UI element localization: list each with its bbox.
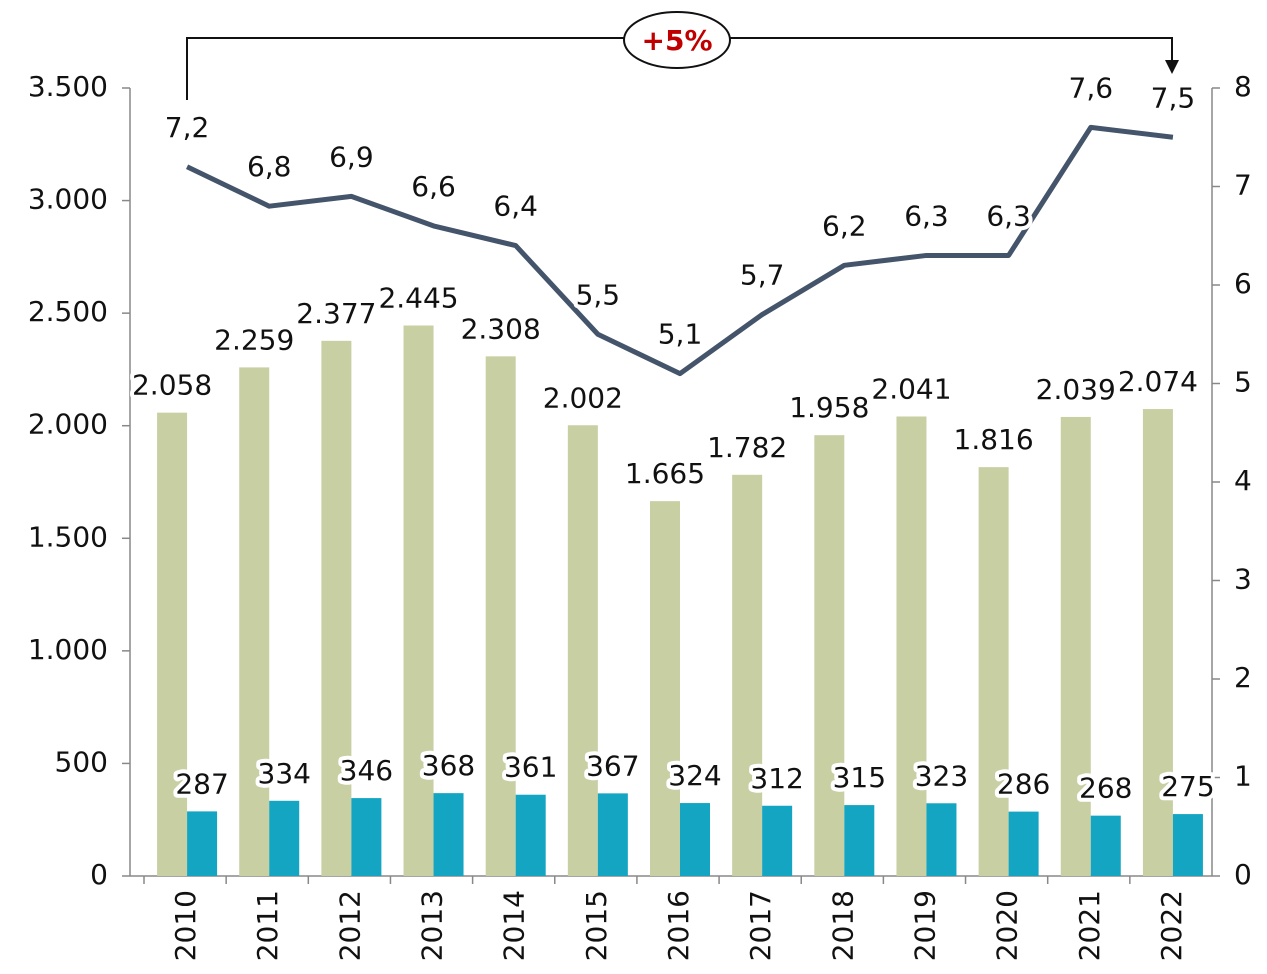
- bar: [157, 412, 188, 876]
- data-label: 361: [504, 751, 557, 784]
- data-label: 1.782: [707, 431, 787, 464]
- y2-tick-label: 7: [1234, 169, 1252, 202]
- y-tick-label: 2.500: [28, 295, 108, 328]
- bar: [732, 474, 763, 876]
- data-label: 2.259: [214, 323, 294, 356]
- data-label: 312: [750, 762, 803, 795]
- x-tick-label: 2013: [416, 890, 449, 961]
- data-label: 323: [915, 759, 968, 792]
- x-tick-label: 2010: [169, 890, 202, 961]
- bar: [515, 794, 546, 876]
- data-label: 2.041: [871, 372, 951, 405]
- bar: [762, 805, 793, 876]
- line-label: 6,3: [986, 199, 1031, 232]
- line-label: 5,5: [576, 278, 621, 311]
- data-label: 1.958: [789, 391, 869, 424]
- data-label: 1.816: [954, 423, 1034, 456]
- y2-tick-label: 2: [1234, 661, 1252, 694]
- data-label: 275: [1161, 770, 1214, 803]
- line-label: 7,2: [165, 111, 210, 144]
- y-tick-label: 2.000: [28, 408, 108, 441]
- data-label: 346: [340, 754, 393, 787]
- bar: [650, 501, 680, 876]
- bar: [597, 793, 628, 876]
- x-tick-label: 2020: [991, 890, 1024, 961]
- y-tick-label: 0: [90, 858, 108, 891]
- line-label: 6,6: [411, 170, 456, 203]
- data-label: 315: [833, 761, 886, 794]
- data-label: 334: [258, 757, 311, 790]
- data-label: 368: [422, 749, 475, 782]
- y2-tick-label: 3: [1234, 563, 1252, 596]
- x-tick-label: 2012: [333, 890, 366, 961]
- data-label: 2.445: [378, 282, 458, 315]
- bar: [978, 467, 1009, 876]
- x-tick-label: 2021: [1073, 890, 1106, 961]
- line-label: 6,8: [247, 150, 292, 183]
- bar: [567, 425, 598, 876]
- bar: [403, 325, 434, 876]
- x-tick-label: 2014: [498, 890, 531, 961]
- data-label: 367: [586, 749, 639, 782]
- annotation-bracket: [186, 11, 1179, 100]
- data-label: 2.039: [1036, 373, 1116, 406]
- y-tick-label: 3.000: [28, 183, 108, 216]
- annotation: +5%: [642, 24, 713, 57]
- bar: [1060, 416, 1091, 876]
- bar: [1172, 814, 1203, 876]
- x-tick-label: 2019: [908, 890, 941, 961]
- y2-tick-label: 4: [1234, 464, 1252, 497]
- line: [185, 124, 1174, 377]
- bar: [187, 811, 218, 876]
- bar: [239, 367, 270, 876]
- data-label: 1.665: [625, 457, 705, 490]
- data-label: 324: [668, 759, 721, 792]
- bar: [926, 803, 957, 876]
- bar: [485, 356, 516, 876]
- x-tick-label: 2016: [662, 890, 695, 961]
- y-tick-label: 500: [55, 745, 108, 778]
- bar: [1008, 811, 1039, 876]
- bar: [814, 435, 845, 876]
- line-label: 7,6: [1069, 71, 1114, 104]
- bar: [1090, 815, 1121, 876]
- bar: [896, 416, 927, 876]
- y2-tick-label: 8: [1234, 70, 1252, 103]
- data-label: 287: [175, 767, 228, 800]
- line-label: 6,2: [822, 209, 867, 242]
- x-tick-label: 2018: [826, 890, 859, 961]
- x-tick-label: 2022: [1155, 890, 1188, 961]
- bar: [269, 800, 300, 876]
- line-label: 6,4: [493, 190, 538, 223]
- y2-tick-label: 0: [1234, 858, 1252, 891]
- x-tick-label: 2011: [251, 890, 284, 961]
- bar: [1142, 409, 1173, 876]
- data-label: 286: [997, 768, 1050, 801]
- line-label: 5,7: [740, 259, 785, 292]
- data-label: 2.308: [461, 312, 541, 345]
- data-label: 268: [1079, 772, 1132, 805]
- line-label: 5,1: [658, 318, 703, 351]
- y-tick-label: 3.500: [28, 70, 108, 103]
- line-label: 7,5: [1151, 81, 1196, 114]
- y-tick-label: 1.000: [28, 633, 108, 666]
- bar: [680, 803, 710, 876]
- bar: [433, 793, 464, 876]
- x-tick-label: 2017: [744, 890, 777, 961]
- bar: [321, 340, 352, 876]
- x-tick-label: 2015: [580, 890, 613, 961]
- data-label: 2.377: [296, 297, 376, 330]
- bar: [351, 798, 382, 876]
- y2-tick-label: 6: [1234, 267, 1252, 300]
- bar: [844, 805, 875, 876]
- data-label: 2.058: [132, 369, 212, 402]
- line-label: 6,3: [904, 199, 949, 232]
- y2-tick-label: 5: [1234, 366, 1252, 399]
- y2-tick-label: 1: [1234, 760, 1252, 793]
- y-tick-label: 1.500: [28, 520, 108, 553]
- line-label: 6,9: [329, 140, 374, 173]
- data-label: 2.002: [543, 381, 623, 414]
- data-label: 2.074: [1118, 365, 1198, 398]
